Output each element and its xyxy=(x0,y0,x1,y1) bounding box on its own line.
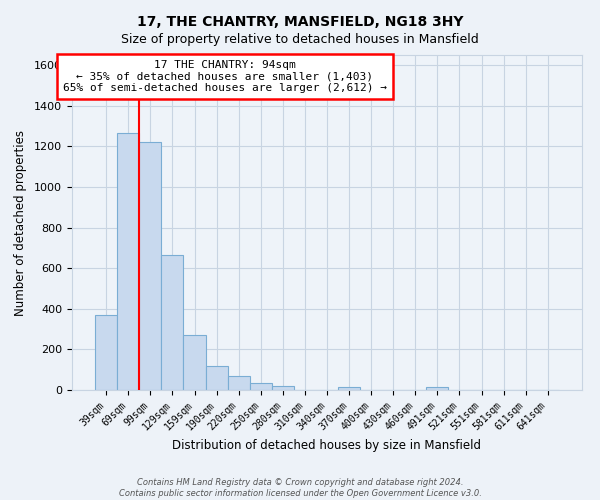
Text: 17 THE CHANTRY: 94sqm
← 35% of detached houses are smaller (1,403)
65% of semi-d: 17 THE CHANTRY: 94sqm ← 35% of detached … xyxy=(63,60,387,93)
Bar xyxy=(95,315,117,390)
Bar xyxy=(250,383,272,390)
Bar xyxy=(117,133,139,390)
Bar xyxy=(227,376,250,390)
Bar xyxy=(184,335,206,390)
Bar xyxy=(272,386,294,390)
Bar xyxy=(206,366,227,390)
Bar xyxy=(338,387,360,390)
Bar xyxy=(161,255,184,390)
Bar xyxy=(427,387,448,390)
Text: Size of property relative to detached houses in Mansfield: Size of property relative to detached ho… xyxy=(121,32,479,46)
Y-axis label: Number of detached properties: Number of detached properties xyxy=(14,130,27,316)
Bar xyxy=(139,142,161,390)
Text: Contains HM Land Registry data © Crown copyright and database right 2024.
Contai: Contains HM Land Registry data © Crown c… xyxy=(119,478,481,498)
X-axis label: Distribution of detached houses by size in Mansfield: Distribution of detached houses by size … xyxy=(173,438,482,452)
Text: 17, THE CHANTRY, MANSFIELD, NG18 3HY: 17, THE CHANTRY, MANSFIELD, NG18 3HY xyxy=(137,15,463,29)
